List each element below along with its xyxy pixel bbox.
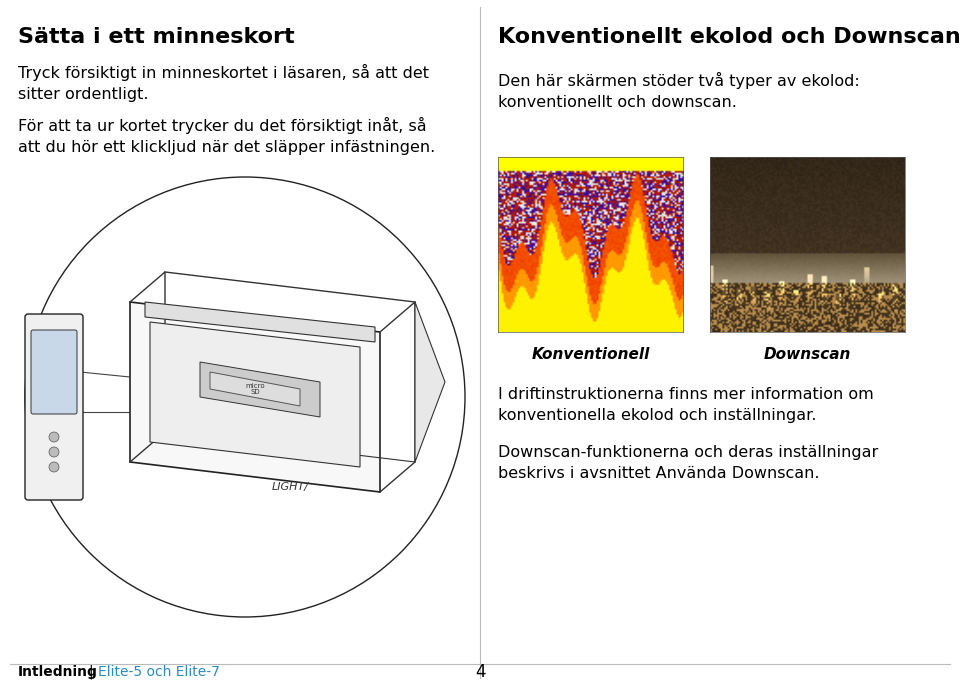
Polygon shape	[200, 362, 320, 417]
FancyBboxPatch shape	[31, 330, 77, 414]
Text: LIGHT/: LIGHT/	[272, 482, 308, 492]
Text: Den här skärmen stöder två typer av ekolod:
konventionellt och downscan.: Den här skärmen stöder två typer av ekol…	[498, 72, 860, 110]
Circle shape	[49, 432, 59, 442]
Polygon shape	[150, 322, 360, 467]
FancyBboxPatch shape	[25, 314, 83, 500]
Text: Intledning: Intledning	[18, 665, 98, 679]
Text: 4: 4	[475, 663, 485, 681]
Polygon shape	[130, 302, 380, 492]
Text: Downscan: Downscan	[764, 347, 852, 362]
Text: Konventionell: Konventionell	[531, 347, 650, 362]
Text: Konventionellt ekolod och Downscan: Konventionellt ekolod och Downscan	[498, 27, 960, 47]
Text: Sätta i ett minneskort: Sätta i ett minneskort	[18, 27, 295, 47]
Polygon shape	[415, 302, 445, 462]
Text: Elite-5 och Elite-7: Elite-5 och Elite-7	[98, 665, 220, 679]
Circle shape	[49, 462, 59, 472]
Text: |: |	[88, 665, 92, 680]
Polygon shape	[145, 302, 375, 342]
Text: För att ta ur kortet trycker du det försiktigt inåt, så
att du hör ett klickljud: För att ta ur kortet trycker du det förs…	[18, 117, 435, 155]
Text: Tryck försiktigt in minneskortet i läsaren, så att det
sitter ordentligt.: Tryck försiktigt in minneskortet i läsar…	[18, 64, 429, 102]
Text: I driftinstruktionerna finns mer information om
konventionella ekolod och instäl: I driftinstruktionerna finns mer informa…	[498, 387, 874, 423]
Circle shape	[49, 447, 59, 457]
Text: micro
SD: micro SD	[245, 383, 265, 396]
Polygon shape	[210, 372, 300, 406]
Text: Downscan-funktionerna och deras inställningar
beskrivs i avsnittet Använda Downs: Downscan-funktionerna och deras inställn…	[498, 445, 878, 481]
